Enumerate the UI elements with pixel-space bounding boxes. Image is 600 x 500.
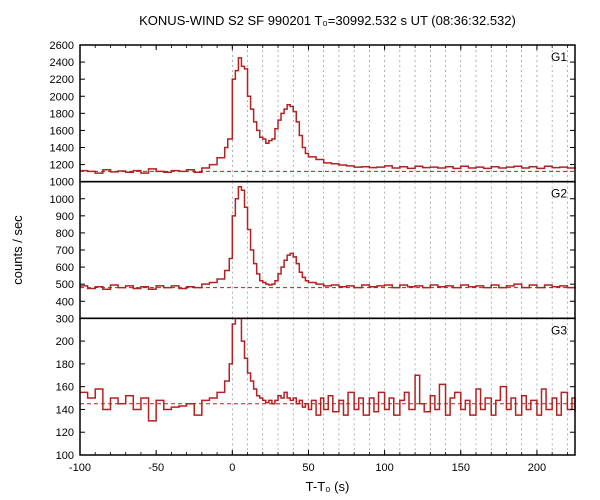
svg-text:150: 150 — [452, 462, 470, 474]
chart-container: KONUS-WIND S2 SF 990201 T₀=30992.532 s U… — [0, 0, 600, 500]
svg-text:1400: 1400 — [50, 143, 74, 155]
svg-text:1600: 1600 — [50, 125, 74, 137]
svg-text:100: 100 — [375, 462, 393, 474]
svg-text:-50: -50 — [148, 462, 164, 474]
svg-text:700: 700 — [56, 245, 74, 257]
svg-text:0: 0 — [229, 462, 235, 474]
svg-text:1000: 1000 — [50, 177, 74, 189]
svg-text:1800: 1800 — [50, 108, 74, 120]
svg-text:600: 600 — [56, 262, 74, 274]
svg-text:50: 50 — [302, 462, 314, 474]
chart-svg: KONUS-WIND S2 SF 990201 T₀=30992.532 s U… — [0, 0, 600, 500]
svg-text:counts / sec: counts / sec — [10, 215, 25, 285]
svg-text:500: 500 — [56, 279, 74, 291]
svg-text:1000: 1000 — [50, 194, 74, 206]
svg-text:T-T₀ (s): T-T₀ (s) — [306, 479, 350, 494]
svg-text:G3: G3 — [551, 323, 567, 337]
svg-text:140: 140 — [56, 404, 74, 416]
svg-text:-100: -100 — [69, 462, 91, 474]
svg-text:2600: 2600 — [50, 40, 74, 52]
svg-text:180: 180 — [56, 359, 74, 371]
svg-text:2400: 2400 — [50, 57, 74, 69]
svg-text:100: 100 — [56, 450, 74, 462]
svg-text:300: 300 — [56, 313, 74, 325]
svg-text:900: 900 — [56, 211, 74, 223]
svg-text:2200: 2200 — [50, 74, 74, 86]
svg-text:160: 160 — [56, 382, 74, 394]
svg-text:2000: 2000 — [50, 91, 74, 103]
svg-text:1200: 1200 — [50, 160, 74, 172]
svg-text:200: 200 — [56, 336, 74, 348]
svg-text:200: 200 — [528, 462, 546, 474]
svg-text:400: 400 — [56, 296, 74, 308]
svg-text:120: 120 — [56, 427, 74, 439]
svg-text:800: 800 — [56, 228, 74, 240]
svg-text:G2: G2 — [551, 187, 567, 201]
svg-text:KONUS-WIND S2 SF 990201 T₀=309: KONUS-WIND S2 SF 990201 T₀=30992.532 s U… — [139, 13, 516, 28]
svg-text:G1: G1 — [551, 50, 567, 64]
